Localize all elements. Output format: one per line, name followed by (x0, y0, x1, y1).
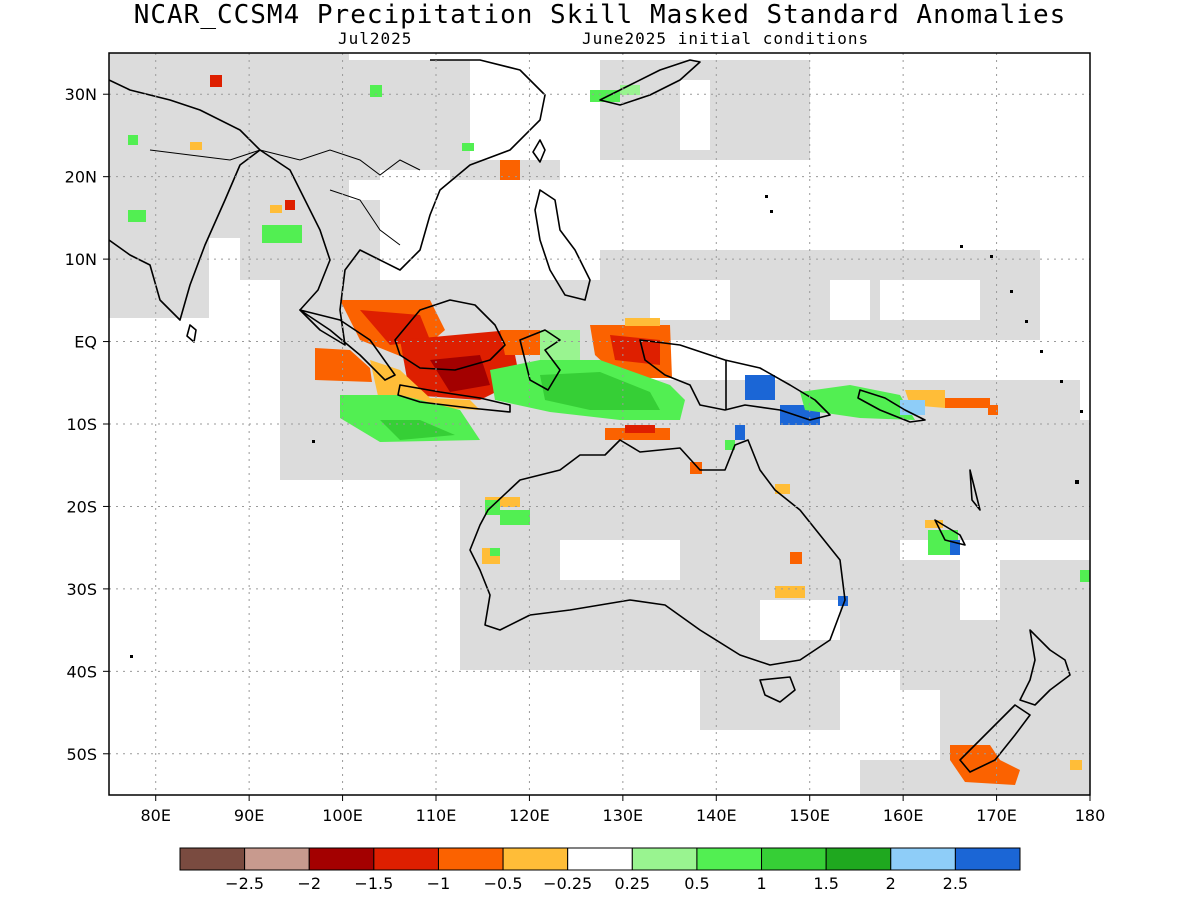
colorbar-swatch (954, 847, 1021, 871)
colorbar-label: 0.5 (684, 874, 709, 893)
lat-tick-label: EQ (74, 333, 97, 352)
colorbar-label: 2 (886, 874, 896, 893)
colorbar-label: −1 (427, 874, 451, 893)
nz-south-coast (959, 704, 1031, 773)
gridlines (109, 53, 1091, 795)
lat-tick-label: 20S (66, 497, 97, 516)
lon-tick-label: 160E (883, 806, 924, 825)
colorbar (179, 847, 1021, 871)
lon-tick-label: 130E (603, 806, 644, 825)
colorbar-label: 2.5 (943, 874, 968, 893)
colorbar-swatch (890, 847, 956, 871)
initial-conditions: June2025 initial conditions (582, 29, 870, 48)
colorbar-label: −2.5 (225, 874, 264, 893)
colorbar-swatch (437, 847, 504, 871)
lat-tick-label: 10N (65, 250, 97, 269)
colorbar-label: 0.25 (614, 874, 650, 893)
java-coast (397, 384, 511, 413)
tasmania-coast (759, 676, 796, 703)
colorbar-label: −1.5 (354, 874, 393, 893)
colorbar-swatch (631, 847, 698, 871)
borneo-coast (394, 299, 506, 371)
pacific-islands (130, 195, 1083, 658)
colorbar-swatch (308, 847, 375, 871)
valid-month: Jul2025 (338, 29, 413, 48)
new-guinea-coast (639, 339, 831, 421)
colorbar-swatch (179, 847, 246, 871)
lon-tick-label: 100E (322, 806, 363, 825)
taiwan-coast (532, 139, 546, 163)
lon-tick-label: 90E (234, 806, 264, 825)
lon-tick-label: 170E (976, 806, 1017, 825)
latitude-labels: 30N 20N 10N EQ 10S 20S 30S 40S 50S (65, 85, 109, 764)
chart-title: NCAR_CCSM4 Precipitation Skill Masked St… (133, 0, 1067, 30)
india-coast (109, 79, 261, 321)
colorbar-swatch (761, 847, 827, 871)
borders (149, 149, 421, 246)
colorbar-label: −0.5 (484, 874, 523, 893)
colorbar-label: −0.25 (543, 874, 592, 893)
sumatra-coast (299, 309, 396, 381)
colorbar-swatch (696, 847, 763, 871)
nz-north-coast (1019, 629, 1071, 706)
lat-tick-label: 10S (66, 415, 97, 434)
lon-tick-label: 110E (416, 806, 457, 825)
colorbar-label: 1 (756, 874, 766, 893)
colorbar-swatch (567, 847, 633, 871)
colorbar-label: −2 (297, 874, 321, 893)
coastlines (109, 59, 1071, 773)
lon-tick-label: 120E (509, 806, 550, 825)
lat-tick-label: 30N (65, 85, 97, 104)
lon-tick-label: 140E (696, 806, 737, 825)
colorbar-swatch (502, 847, 569, 871)
solomon-islands (857, 389, 926, 423)
lon-tick-label: 180 (1075, 806, 1106, 825)
sulawesi-coast (519, 329, 561, 391)
colorbar-swatch (373, 847, 439, 871)
se-asia-coast (259, 59, 546, 346)
lat-tick-label: 20N (65, 168, 97, 187)
lat-tick-label: 40S (66, 662, 97, 681)
colorbar-swatch (244, 847, 310, 871)
lon-tick-label: 80E (140, 806, 170, 825)
map-area (109, 53, 1090, 795)
colorbar-label: 1.5 (813, 874, 838, 893)
mask-gaps (380, 60, 1000, 640)
philippines-coast (534, 189, 591, 301)
colorbar-swatch (825, 847, 892, 871)
lat-tick-label: 30S (66, 580, 97, 599)
japan-coast (599, 59, 701, 106)
colorbar-labels: −2.5 −2 −1.5 −1 −0.5 −0.25 0.25 0.5 1 1.5 2 2.5 (225, 874, 968, 893)
lat-tick-label: 50S (66, 745, 97, 764)
lon-tick-label: 150E (789, 806, 830, 825)
longitude-labels: 80E 90E 100E 110E 120E 130E 140E 150E 160E 170E 18… (140, 795, 1105, 825)
australia-coast (469, 439, 846, 666)
